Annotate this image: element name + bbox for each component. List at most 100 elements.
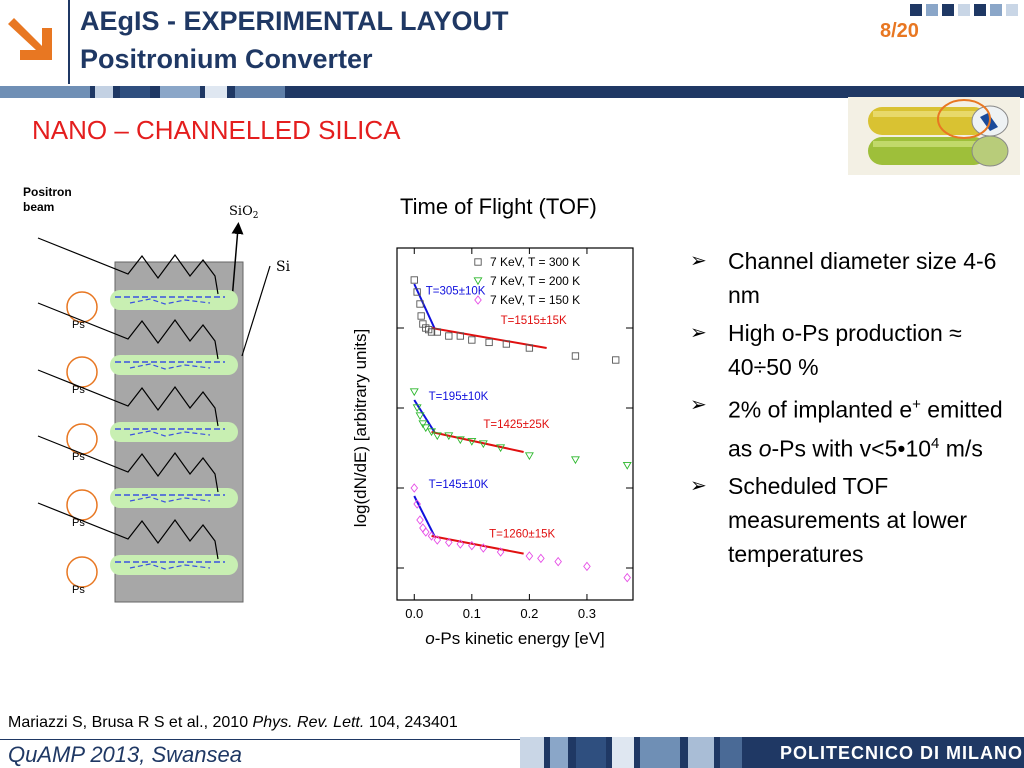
data-point <box>456 539 465 549</box>
data-point <box>445 332 453 340</box>
data-point <box>427 531 436 541</box>
data-point <box>422 527 430 537</box>
fit-line <box>413 495 436 537</box>
section-title: NANO – CHANNELLED SILICA <box>32 115 401 145</box>
data-point <box>433 328 441 336</box>
slide-subtitle: Positronium Converter <box>80 44 373 74</box>
data-point <box>468 540 476 551</box>
data-point <box>478 440 488 449</box>
channel <box>110 290 238 310</box>
footer-bar <box>520 737 1024 768</box>
ps-circle <box>66 291 98 323</box>
bullet-text: 4 <box>931 434 940 452</box>
data-point <box>525 344 534 352</box>
ps-path <box>129 496 211 503</box>
legend-marker <box>474 258 482 266</box>
decorative-squares <box>910 4 1018 16</box>
data-point <box>413 288 421 296</box>
data-point <box>416 300 424 308</box>
citation: Mariazzi S, Brusa R S et al., 2010 Phys.… <box>8 714 458 732</box>
ps-circle <box>66 556 98 588</box>
fit-label: T=1425±25K <box>483 419 549 431</box>
data-point <box>410 483 419 493</box>
chart-xlabel: o-Ps kinetic energy [eV] <box>425 629 605 648</box>
bullet-text: o <box>758 435 772 462</box>
data-point <box>417 312 425 320</box>
tof-chart: 0.0 0.1 0.2 0.3 T=305±10K T=1515±15K T=195±10… <box>351 247 634 648</box>
bullet-text: Channel diameter size 4-6 nm <box>728 248 997 308</box>
bullet-arrow-icon: ➢ <box>690 475 707 498</box>
data-point <box>427 428 437 437</box>
data-point <box>502 340 511 348</box>
data-point <box>485 338 493 347</box>
ps-label: Ps <box>72 584 85 596</box>
bullet-text: Scheduled TOF measurements at lower temp… <box>728 473 968 568</box>
data-point <box>445 537 453 548</box>
citation-journal: Phys. Rev. Lett. <box>252 714 365 731</box>
brand-name: POLITECNICO DI MILANO <box>780 743 1023 763</box>
sio2-label: SiO2 <box>229 204 258 221</box>
bullet-text: -Ps with v<5•10 <box>771 435 932 462</box>
data-point <box>421 424 431 433</box>
plot-frame <box>396 247 634 601</box>
data-point <box>418 420 428 429</box>
citation-authors: Mariazzi S, Brusa R S et al., 2010 <box>8 714 253 731</box>
data-point <box>554 556 562 567</box>
fit-line <box>431 535 524 555</box>
data-point <box>612 356 620 364</box>
chart-title: Time of Flight (TOF) <box>400 194 597 219</box>
data-point <box>537 553 545 564</box>
data-point <box>570 456 580 465</box>
x-tick-label: 0.0 <box>405 606 423 621</box>
bullet-arrow-icon: ➢ <box>690 322 707 344</box>
data-point <box>496 444 506 453</box>
data-point <box>415 412 425 421</box>
ps-circle <box>66 356 98 388</box>
bullet-item: ➢ High o-Ps production ≈ 40÷50 % <box>690 316 1020 384</box>
channel <box>110 555 238 575</box>
fit-label: T=1260±15K <box>489 529 555 541</box>
legend-label: 7 KeV, T = 300 K <box>490 255 580 269</box>
ps-path <box>129 563 211 570</box>
converter-illustration-image <box>848 97 1020 175</box>
legend-marker <box>473 277 483 286</box>
fit-label: T=195±10K <box>429 391 489 403</box>
bullet-text: High o-Ps production ≈ 40÷50 % <box>728 320 962 380</box>
slide-title: AEgIS - EXPERIMENTAL LAYOUT <box>80 6 509 36</box>
data-point <box>622 461 632 470</box>
fit-label: T=1515±15K <box>501 315 567 327</box>
positron-track <box>37 302 219 360</box>
legend-label: 7 KeV, T = 150 K <box>490 293 580 307</box>
data-point <box>413 499 421 509</box>
footer-line <box>0 739 1024 740</box>
legend-label: 7 KeV, T = 200 K <box>490 274 580 288</box>
data-point <box>479 543 488 553</box>
channel <box>110 355 238 375</box>
bullet-item: ➢ 2% of implanted e+ emitted as o-Ps with… <box>690 388 1020 465</box>
logo-arrow-icon <box>8 18 52 60</box>
bullet-list: ➢ Channel diameter size 4-6 nm ➢ High o-Ps … <box>690 244 1020 575</box>
ps-path <box>129 298 211 305</box>
data-point <box>409 388 419 397</box>
channel <box>110 488 238 508</box>
data-point <box>525 551 534 561</box>
beam-label-line2: beam <box>23 200 54 214</box>
positron-track <box>37 502 219 560</box>
bullet-text: emitted as <box>728 396 1003 462</box>
data-point <box>496 547 505 557</box>
data-point <box>467 437 477 446</box>
fit-line <box>413 399 436 433</box>
data-point <box>468 336 476 344</box>
ps-path <box>129 430 211 437</box>
data-point <box>444 432 454 441</box>
data-point <box>412 404 422 413</box>
data-point <box>571 352 580 360</box>
bullet-item: ➢ Channel diameter size 4-6 nm <box>690 244 1020 312</box>
data-point <box>524 452 534 461</box>
page-number: 8/20 <box>880 20 919 42</box>
fit-label: T=145±10K <box>429 479 489 491</box>
citation-volume: 104, 243401 <box>364 714 458 731</box>
data-point <box>432 432 442 441</box>
channel <box>110 422 238 442</box>
fit-line <box>413 283 436 329</box>
